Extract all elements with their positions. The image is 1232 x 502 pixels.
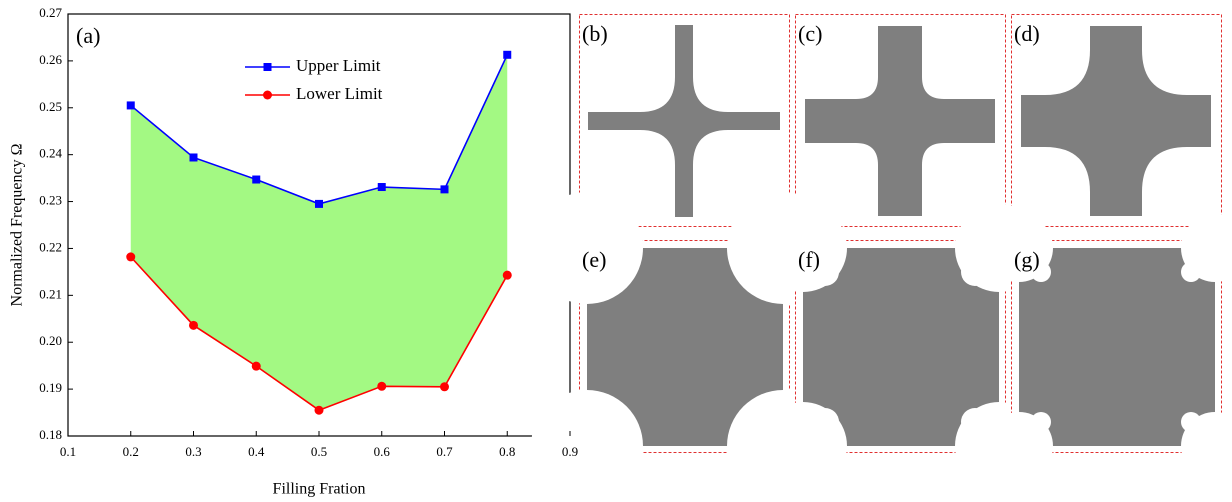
y-tick-label: 0.24 — [39, 146, 62, 161]
marker — [127, 101, 135, 109]
marker — [126, 252, 135, 261]
panel-label: (g) — [1014, 247, 1040, 272]
marker — [378, 183, 386, 191]
marker — [503, 271, 512, 280]
notch — [1181, 412, 1201, 432]
x-tick-label: 0.1 — [60, 444, 76, 459]
x-tick-label: 0.4 — [248, 444, 265, 459]
notch — [1031, 412, 1051, 432]
y-tick-label: 0.21 — [39, 286, 62, 301]
x-tick-label: 0.7 — [436, 444, 453, 459]
figure: (a) Filling Fration Normalized Frequency… — [0, 0, 1232, 502]
cross-shape — [588, 25, 780, 217]
legend-marker — [263, 91, 272, 100]
marker — [315, 200, 323, 208]
panel-label: (e) — [582, 247, 606, 272]
panel-label: (d) — [1014, 21, 1040, 46]
cell-shape — [1021, 26, 1211, 216]
band-fill — [131, 55, 508, 410]
y-tick-label: 0.22 — [39, 239, 62, 254]
y-tick-label: 0.26 — [39, 52, 62, 67]
marker — [252, 176, 260, 184]
x-tick-label: 0.2 — [123, 444, 139, 459]
cross-shape — [1021, 26, 1211, 216]
notch — [1181, 262, 1201, 282]
cell-shape — [588, 25, 780, 217]
unit-cell: (g) — [985, 214, 1232, 480]
marker — [315, 406, 324, 415]
y-tick-label: 0.19 — [39, 380, 62, 395]
notch — [961, 408, 989, 436]
panels: (b) (c) (d) (e) (f) (g) — [531, 15, 1232, 502]
marker — [377, 382, 386, 391]
panel-label: (c) — [798, 21, 822, 46]
notch — [531, 390, 643, 502]
panel-label: (a) — [76, 23, 100, 48]
panel-label: (f) — [798, 247, 820, 272]
y-tick-label: 0.18 — [39, 427, 62, 442]
x-tick-label: 0.5 — [311, 444, 327, 459]
x-tick-label: 0.9 — [562, 444, 578, 459]
marker — [503, 51, 511, 59]
marker — [190, 153, 198, 161]
marker — [189, 321, 198, 330]
panel-label: (b) — [582, 21, 608, 46]
x-tick-label: 0.6 — [374, 444, 391, 459]
unit-cell: (d) — [1012, 15, 1222, 227]
notch — [961, 258, 989, 286]
legend-label: Lower Limit — [296, 84, 383, 103]
notch — [811, 408, 839, 436]
marker — [252, 362, 261, 371]
legend-marker — [264, 63, 272, 71]
y-tick-label: 0.27 — [39, 5, 62, 20]
marker — [440, 382, 449, 391]
y-tick-label: 0.20 — [39, 333, 62, 348]
x-tick-label: 0.3 — [185, 444, 201, 459]
x-tick-label: 0.8 — [499, 444, 515, 459]
unit-cell: (c) — [796, 15, 1006, 227]
y-axis-label: Normalized Frequency Ω — [9, 143, 26, 306]
x-axis-label: Filling Fration — [273, 481, 366, 498]
legend-label: Upper Limit — [296, 56, 381, 75]
marker — [441, 185, 449, 193]
cell-shape — [805, 26, 995, 216]
unit-cell: (b) — [580, 15, 790, 227]
cross-shape — [805, 26, 995, 216]
y-tick-label: 0.23 — [39, 193, 62, 208]
y-tick-label: 0.25 — [39, 99, 62, 114]
